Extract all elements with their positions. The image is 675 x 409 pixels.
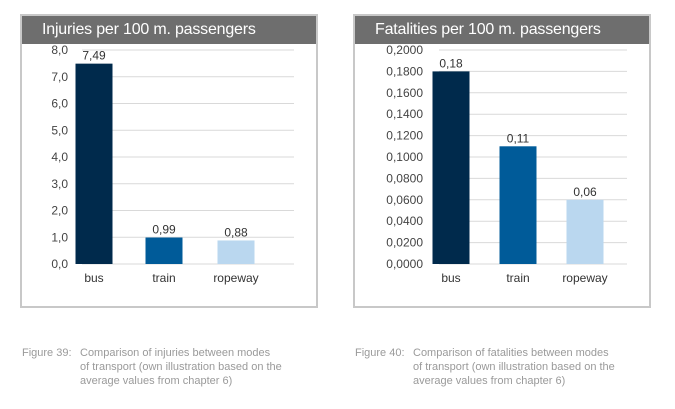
injuries-chart-panel: Injuries per 100 m. passengers 0,0 1,0 2,0… <box>20 14 318 308</box>
y-tick-label: 2,0 <box>51 204 68 218</box>
caption-label: Figure 39: <box>22 347 72 359</box>
y-tick-label: 0,1000 <box>386 150 423 164</box>
x-tick-label: ropeway <box>213 271 258 285</box>
data-label: 0,18 <box>439 56 463 70</box>
bar-ropeway <box>217 240 255 264</box>
y-tick-label: 0,1600 <box>386 86 423 100</box>
caption-line-1: Comparison of fatalities between modes <box>413 347 609 359</box>
injuries-bar-chart: 0,0 1,0 2,0 3,0 4,0 5,0 6,0 7,0 8,0 7,49 bus 0,99 tr… <box>51 44 294 285</box>
y-tick-label: 0,0400 <box>386 214 423 228</box>
x-tick-label: ropeway <box>562 271 607 285</box>
fatalities-chart-panel: Fatalities per 100 m. passengers 0,0000 0… <box>353 14 651 308</box>
y-tick-label: 4,0 <box>51 150 68 164</box>
data-label: 0,11 <box>507 131 530 145</box>
data-label: 0,06 <box>573 185 597 199</box>
bar-bus <box>432 71 470 265</box>
fatalities-chart-title: Fatalities per 100 m. passengers <box>355 16 649 44</box>
y-tick-label: 0,0 <box>51 257 68 271</box>
injuries-chart-title: Injuries per 100 m. passengers <box>22 16 316 44</box>
caption-line-2: of transport (own illustration based on … <box>80 361 282 373</box>
bar-bus <box>75 63 113 264</box>
bar-train <box>499 146 537 264</box>
x-tick-label: train <box>506 271 529 285</box>
data-label: 0,99 <box>152 223 176 237</box>
bar-train <box>145 237 183 264</box>
y-tick-label: 1,0 <box>51 230 68 244</box>
y-tick-label: 0,0800 <box>386 171 423 185</box>
y-tick-label: 0,0200 <box>386 236 423 250</box>
caption-line-3: average values from chapter 6) <box>413 375 566 387</box>
y-tick-label: 5,0 <box>51 123 68 137</box>
y-tick-label: 0,2000 <box>386 44 423 57</box>
data-label: 0,88 <box>224 225 248 239</box>
y-tick-label: 7,0 <box>51 70 68 84</box>
bar-ropeway <box>566 199 604 264</box>
fatalities-bar-chart: 0,0000 0,0200 0,0400 0,0600 0,0800 0,1000 0,12… <box>386 44 627 285</box>
y-tick-label: 0,0600 <box>386 193 423 207</box>
data-label: 7,49 <box>82 49 106 63</box>
y-tick-label: 0,0000 <box>386 257 423 271</box>
y-tick-label: 6,0 <box>51 97 68 111</box>
caption-line-2: of transport (own illustration based on … <box>413 361 615 373</box>
y-tick-label: 3,0 <box>51 177 68 191</box>
y-tick-label: 0,1200 <box>386 129 423 143</box>
x-tick-label: bus <box>441 271 460 285</box>
y-tick-label: 0,1400 <box>386 107 423 121</box>
caption-label: Figure 40: <box>355 347 405 359</box>
caption-line-1: Comparison of injuries between modes <box>80 347 271 359</box>
x-tick-label: train <box>152 271 175 285</box>
x-tick-label: bus <box>84 271 103 285</box>
caption-line-3: average values from chapter 6) <box>80 375 233 387</box>
y-tick-label: 8,0 <box>51 44 68 57</box>
y-tick-label: 0,1800 <box>386 64 423 78</box>
